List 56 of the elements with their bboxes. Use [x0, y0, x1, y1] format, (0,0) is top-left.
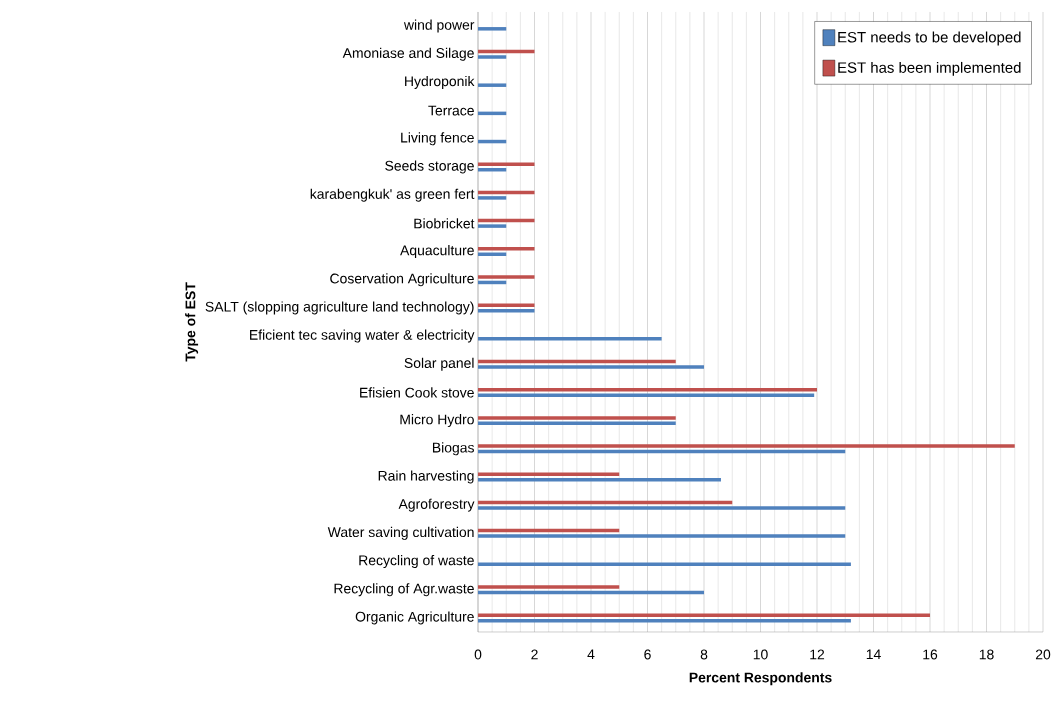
- y-tick-label: Eficient tec saving water & electricity: [250, 329, 475, 343]
- y-tick-label: Recycling of waste: [359, 555, 474, 569]
- bar: [478, 393, 815, 397]
- bar: [478, 585, 620, 589]
- y-tick-label: Recycling of Agr.waste: [334, 583, 474, 597]
- bar: [478, 365, 705, 369]
- bar: [478, 275, 535, 279]
- y-tick-label: Aquaculture: [400, 245, 474, 259]
- y-axis-title: Type of EST: [185, 282, 199, 362]
- y-tick-label: wind power: [403, 19, 475, 33]
- x-tick-label: 0: [474, 649, 482, 660]
- bar: [478, 303, 535, 307]
- bar: [478, 337, 662, 341]
- y-tick-label: Biogas: [432, 442, 474, 456]
- x-axis-title: Percent Respondents: [689, 672, 832, 686]
- bar: [478, 196, 507, 200]
- y-tick-label: Rain harvesting: [378, 470, 474, 484]
- bar: [478, 55, 507, 59]
- y-tick-label: Hydroponik: [405, 75, 475, 89]
- bar: [478, 472, 620, 476]
- y-tick-label: karabengkuk' as green fert: [310, 188, 475, 202]
- bar: [478, 224, 507, 228]
- x-tick-label: 14: [866, 649, 881, 660]
- x-tick-label: 10: [753, 649, 768, 660]
- y-tick-label: Coservation Agriculture: [330, 273, 474, 287]
- legend-label: EST has been implemented: [838, 61, 1021, 76]
- bar: [478, 613, 931, 617]
- legend-label: EST needs to be developed: [838, 31, 1021, 46]
- x-tick-label: 20: [1035, 649, 1051, 660]
- x-tick-label: 8: [700, 649, 708, 660]
- x-tick-label: 4: [587, 649, 595, 660]
- x-tick-label: 6: [644, 649, 651, 660]
- y-tick-label: Amoniase and Silage: [342, 47, 474, 61]
- y-tick-label: Organic Agriculture: [355, 611, 474, 625]
- y-tick-label: Water saving cultivation: [327, 526, 474, 540]
- x-tick-label: 18: [979, 649, 994, 660]
- y-tick-label: Terrace: [428, 105, 474, 116]
- y-tick-label: Micro Hydro: [400, 414, 474, 428]
- bar: [478, 534, 846, 538]
- y-tick-label: Seeds storage: [385, 160, 474, 174]
- bar: [478, 506, 846, 510]
- bar: [478, 247, 535, 251]
- bar: [478, 416, 676, 420]
- y-tick-label: Living fence: [401, 132, 474, 146]
- x-tick-label: 16: [923, 649, 938, 660]
- y-tick-label: SALT (slopping agriculture land technology): [205, 301, 474, 315]
- x-tick-label: 12: [810, 649, 825, 660]
- y-tick-label: Agroforestry: [398, 498, 475, 512]
- y-tick-label: Biobricket: [414, 218, 475, 229]
- y-tick-label: Efisien Cook stove: [360, 387, 474, 398]
- bar: [478, 162, 535, 166]
- y-tick-label: Solar panel: [404, 357, 474, 371]
- bar: [478, 444, 1015, 448]
- bar: [478, 27, 507, 31]
- bar: [478, 83, 507, 87]
- x-tick-label: 2: [531, 649, 538, 660]
